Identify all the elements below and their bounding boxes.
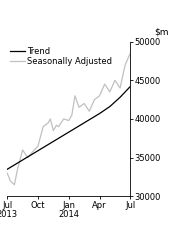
Seasonally Adjusted (9, 179, 11, 182)
Seasonally Adjusted (49, 118, 51, 120)
Seasonally Adjusted (114, 79, 116, 82)
Seasonally Adjusted (88, 110, 90, 112)
Seasonally Adjusted (68, 119, 70, 122)
Seasonally Adjusted (32, 150, 34, 153)
Seasonally Adjusted (83, 102, 85, 105)
Seasonally Adjusted (119, 87, 121, 89)
Seasonally Adjusted (27, 156, 29, 159)
Trend (88, 118, 90, 121)
Seasonally Adjusted (55, 124, 58, 127)
Seasonally Adjusted (124, 63, 126, 66)
Seasonally Adjusted (57, 125, 60, 128)
Trend (129, 85, 131, 88)
Trend (37, 149, 39, 152)
Seasonally Adjusted (16, 168, 19, 171)
Seasonally Adjusted (129, 52, 131, 55)
Seasonally Adjusted (93, 98, 96, 101)
Seasonally Adjusted (22, 149, 24, 151)
Seasonally Adjusted (42, 125, 44, 128)
Line: Seasonally Adjusted: Seasonally Adjusted (7, 53, 130, 185)
Trend (57, 137, 60, 140)
Seasonally Adjusted (37, 145, 39, 147)
Trend (27, 155, 29, 158)
Seasonally Adjusted (6, 172, 8, 174)
Trend (16, 162, 19, 164)
Seasonally Adjusted (13, 183, 16, 186)
Line: Trend: Trend (7, 86, 130, 169)
Seasonally Adjusted (47, 122, 49, 124)
Seasonally Adjusted (71, 114, 73, 116)
Legend: Trend, Seasonally Adjusted: Trend, Seasonally Adjusted (9, 46, 113, 67)
Seasonally Adjusted (98, 94, 101, 97)
Seasonally Adjusted (74, 94, 76, 97)
Seasonally Adjusted (109, 91, 111, 93)
Trend (68, 131, 70, 134)
Text: $m: $m (155, 27, 169, 36)
Trend (98, 112, 101, 115)
Seasonally Adjusted (63, 118, 65, 120)
Trend (6, 168, 8, 171)
Trend (47, 143, 49, 146)
Seasonally Adjusted (104, 83, 106, 85)
Trend (109, 105, 111, 108)
Seasonally Adjusted (78, 106, 80, 109)
Trend (119, 96, 121, 99)
Seasonally Adjusted (52, 129, 54, 132)
Trend (78, 125, 80, 127)
